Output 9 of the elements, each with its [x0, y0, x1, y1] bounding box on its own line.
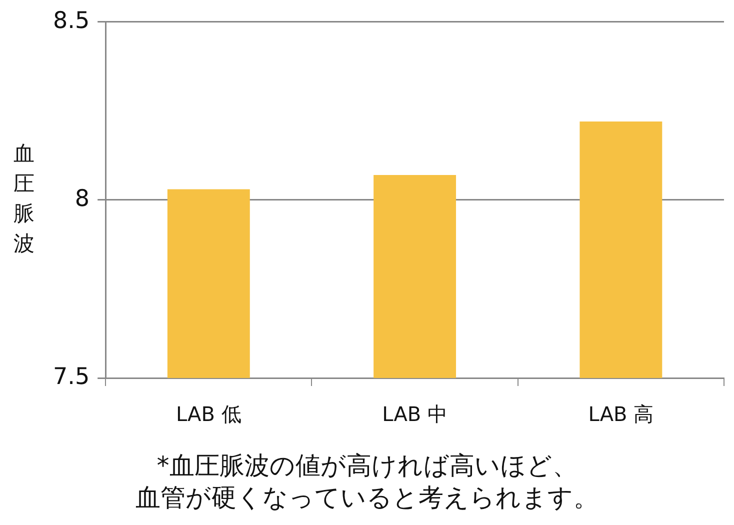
y-tick-label: 8.5 — [53, 8, 90, 34]
x-tick-label: LAB 高 — [588, 402, 654, 426]
x-tick-label: LAB 低 — [176, 402, 242, 426]
y-axis-title: 血圧脈波 — [14, 141, 34, 256]
y-tick-label: 7.5 — [53, 364, 90, 390]
text: 血管が硬くなっていると考えられます。 — [134, 482, 600, 514]
y-tick-label: 8 — [74, 186, 90, 212]
x-tick-label: LAB 中 — [382, 402, 448, 426]
text: *血圧脈波の値が高ければ高いほど、 — [156, 450, 578, 482]
